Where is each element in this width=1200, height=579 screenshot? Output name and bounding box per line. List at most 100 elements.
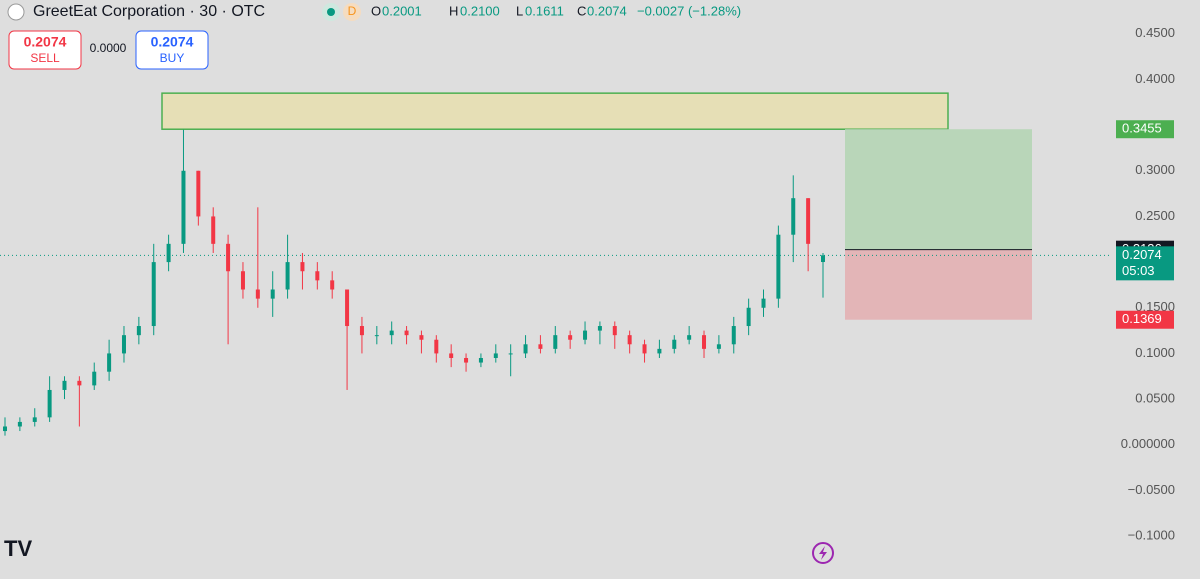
candle-body	[345, 289, 350, 327]
candle-body	[776, 234, 781, 299]
candle-body	[761, 298, 766, 308]
symbol-logo	[7, 3, 25, 21]
y-tick-label: 0.0500	[1135, 391, 1175, 406]
loss-zone	[845, 249, 1032, 320]
sell-price[interactable]: 0.2074	[24, 34, 67, 50]
candle-body	[687, 335, 692, 340]
candle-body	[181, 170, 186, 244]
candle-body	[270, 289, 275, 299]
candle-body	[478, 357, 483, 363]
lightning-icon[interactable]	[812, 542, 834, 564]
ohlc-legend: O 0.2001 H 0.2100 L 0.1611 C 0.2074 −0.0…	[371, 3, 741, 18]
tv-logo: TV	[4, 536, 32, 561]
last-tag-bg	[1116, 246, 1174, 281]
l-value: 0.1611	[525, 3, 564, 18]
y-tick-label: 0.4000	[1135, 71, 1175, 86]
candle-body	[121, 335, 126, 354]
y-tick-label: 0.1000	[1135, 345, 1175, 360]
candle-body	[791, 198, 796, 235]
candle-body	[538, 344, 543, 349]
candle-body	[434, 339, 439, 354]
candle-body	[17, 421, 22, 427]
lightning-bolt	[819, 546, 827, 560]
candle-body	[642, 344, 647, 354]
candle-body	[226, 243, 231, 272]
sell-label[interactable]: SELL	[30, 51, 60, 65]
last-tag: 0.2074	[1122, 247, 1162, 262]
profit-zone	[845, 129, 1032, 250]
candle-body	[672, 339, 677, 349]
candle-body	[702, 335, 707, 349]
candle-body	[77, 380, 82, 386]
candle-body	[493, 353, 498, 358]
target-tag-bg	[1116, 120, 1174, 139]
buy-label[interactable]: BUY	[160, 51, 185, 65]
candle-body	[151, 262, 156, 327]
candle-body	[92, 371, 97, 386]
chart-title: GreetEat Corporation · 30 · OTC	[33, 3, 265, 20]
buy-button[interactable]	[135, 30, 209, 70]
candle-body	[374, 335, 379, 337]
candle-body	[627, 335, 632, 345]
candle-body	[196, 170, 201, 217]
candle-body	[657, 348, 662, 354]
candle-body	[523, 344, 528, 354]
stop-tag-bg	[1116, 310, 1174, 329]
y-tick-label: 0.2500	[1135, 208, 1175, 223]
buy-price[interactable]: 0.2074	[151, 34, 194, 50]
y-tick-label: 0.4500	[1135, 25, 1175, 40]
interval-badge: D	[348, 4, 357, 18]
o-label: O	[371, 3, 381, 18]
candle-body	[32, 417, 37, 422]
candle-body	[47, 389, 52, 418]
candle-body	[597, 326, 602, 331]
countdown: 05:03	[1122, 263, 1155, 278]
candle-body	[716, 344, 721, 349]
candle-body	[508, 353, 513, 355]
h-value: 0.2100	[460, 3, 500, 18]
candle-body	[315, 271, 320, 281]
y-tick-label: 0.3000	[1135, 162, 1175, 177]
candle-body	[612, 326, 617, 336]
candle-body	[107, 353, 112, 372]
candle-body	[821, 255, 825, 263]
stop-tag: 0.1369	[1122, 311, 1162, 326]
candle-body	[62, 380, 67, 390]
supply-zone	[161, 92, 949, 130]
candle-body	[553, 335, 558, 349]
candle-body	[806, 198, 811, 244]
candle-body	[136, 326, 141, 336]
y-tick-label: −0.1000	[1128, 528, 1175, 543]
candle-body	[419, 335, 424, 340]
sell-button[interactable]	[8, 30, 82, 70]
candle-body	[300, 262, 305, 272]
candle-body	[211, 216, 216, 244]
candle-body	[330, 280, 335, 290]
y-tick-label: 0.1500	[1135, 299, 1175, 314]
target-tag: 0.3455	[1122, 121, 1162, 136]
candle-body	[449, 353, 454, 358]
candle-body	[389, 330, 394, 336]
c-label: C	[577, 3, 586, 18]
status-dot	[327, 8, 335, 16]
l-label: L	[516, 3, 523, 18]
y-tick-label: −0.0500	[1128, 482, 1175, 497]
candle-body	[568, 335, 573, 340]
candle-body	[3, 426, 7, 432]
candle-body	[255, 289, 260, 299]
candle-body	[746, 307, 751, 327]
candle-body	[166, 243, 171, 263]
candle-body	[583, 330, 588, 340]
spread: 0.0000	[90, 41, 127, 55]
change: −0.0027 (−1.28%)	[637, 3, 741, 18]
candle-body	[285, 262, 290, 290]
badge-bg	[343, 3, 361, 21]
plot: 0.4500 0.4000 0.3000 0.2500 0.1500 0.1000 0.05…	[0, 25, 1175, 543]
candle-body	[464, 357, 469, 363]
c-value: 0.2074	[587, 3, 627, 18]
h-label: H	[449, 3, 458, 18]
candle-body	[731, 326, 736, 345]
candle-body	[240, 271, 245, 290]
